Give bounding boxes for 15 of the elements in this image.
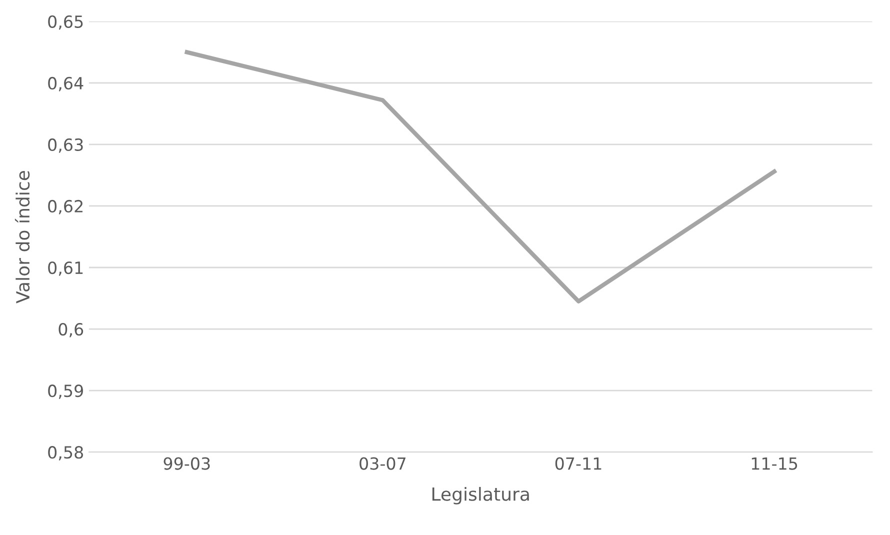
x-axis-title: Legislatura xyxy=(432,486,529,504)
y-tick-label: 0,62 xyxy=(48,200,82,214)
x-tick-label: 07-11 xyxy=(555,457,602,470)
y-axis-title: Valor do índice xyxy=(14,170,30,304)
y-tick-label: 0,58 xyxy=(48,446,83,460)
y-tick-label: 0,63 xyxy=(48,138,83,153)
line-series xyxy=(184,50,776,304)
y-tick-label: 0,64 xyxy=(48,76,84,92)
x-tick-label: 11-15 xyxy=(752,457,798,470)
x-tick-label: 03-07 xyxy=(360,457,406,470)
x-tick-label: 99-03 xyxy=(164,457,210,470)
y-tick-label: 0,6 xyxy=(58,322,84,338)
y-tick-label: 0,65 xyxy=(48,15,83,30)
y-tick-label: 0,59 xyxy=(48,384,83,399)
y-tick-label: 0,61 xyxy=(48,261,83,276)
